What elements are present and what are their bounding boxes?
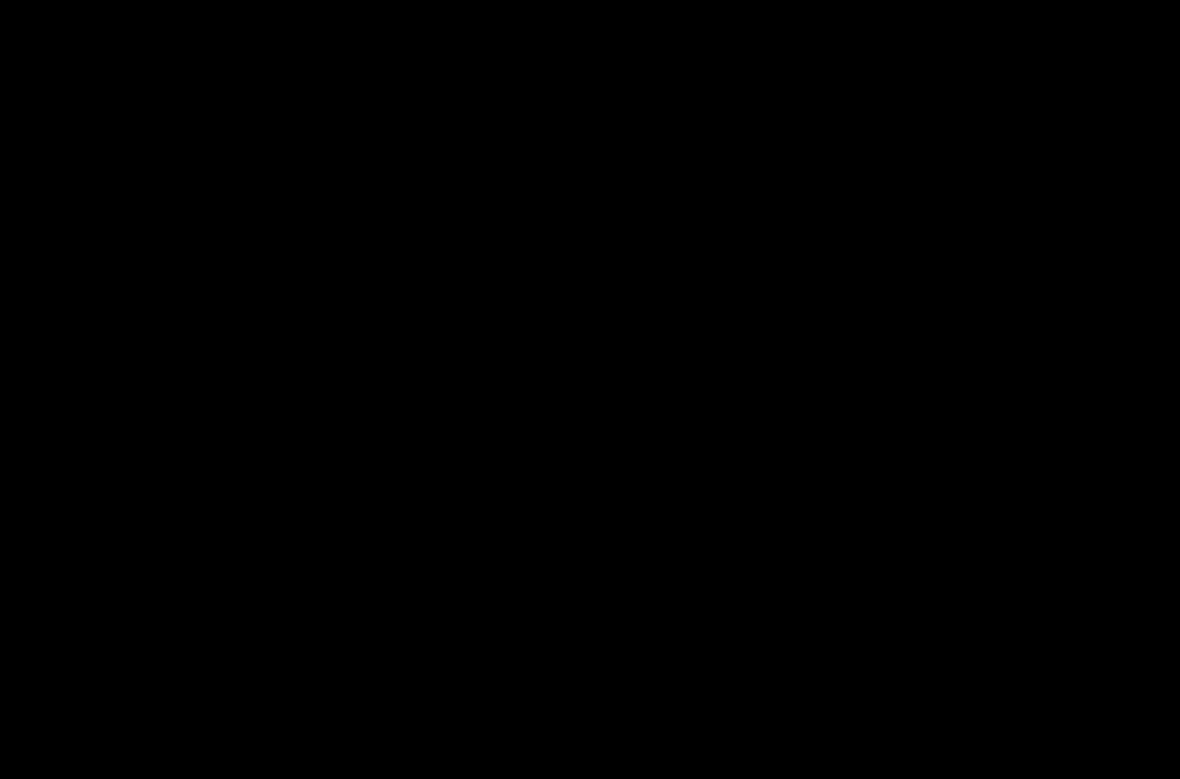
sounding-top-panels — [0, 0, 1180, 578]
inset-data-panels — [0, 578, 1180, 779]
